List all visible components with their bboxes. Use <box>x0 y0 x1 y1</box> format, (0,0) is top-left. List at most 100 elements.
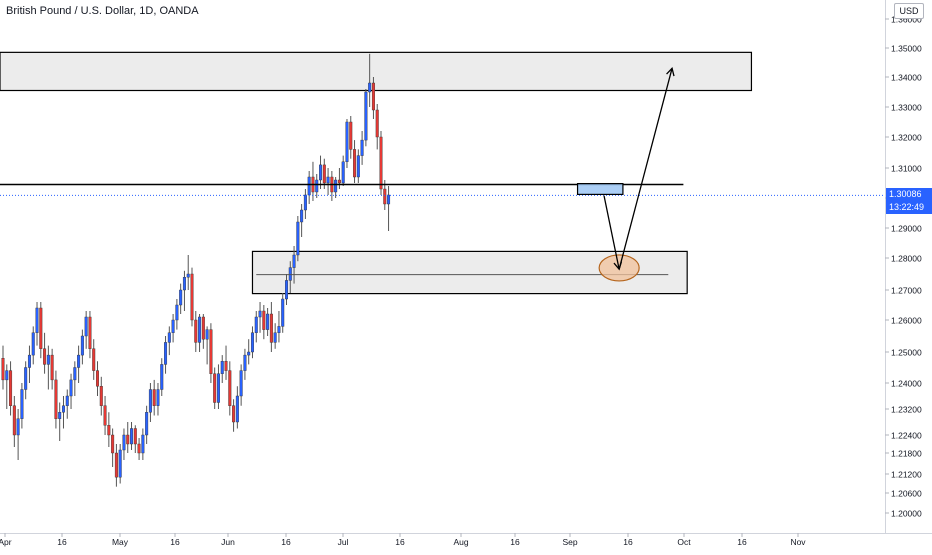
candle-body[interactable] <box>254 316 258 334</box>
candle-body[interactable] <box>103 405 107 426</box>
candle-body[interactable] <box>262 310 266 330</box>
candle-body[interactable] <box>126 434 130 445</box>
candle-body[interactable] <box>114 452 118 478</box>
candle-body[interactable] <box>220 361 224 374</box>
candle-body[interactable] <box>258 310 262 318</box>
candle-body[interactable] <box>111 434 115 454</box>
candle-body[interactable] <box>133 428 137 445</box>
candle-body[interactable] <box>307 176 311 196</box>
candle-body[interactable] <box>288 267 292 281</box>
candle-body[interactable] <box>160 364 164 390</box>
candle-body[interactable] <box>35 307 39 333</box>
candle-body[interactable] <box>232 405 236 423</box>
candle-body[interactable] <box>224 361 228 371</box>
candle-body[interactable] <box>1 358 5 381</box>
candle-body[interactable] <box>130 428 134 445</box>
candle-body[interactable] <box>266 313 270 330</box>
candle-body[interactable] <box>171 319 175 334</box>
candle-body[interactable] <box>58 412 62 419</box>
candle-body[interactable] <box>379 136 383 190</box>
candle-body[interactable] <box>198 316 202 343</box>
candle-body[interactable] <box>387 194 391 205</box>
candle-body[interactable] <box>99 386 103 406</box>
candle-body[interactable] <box>273 332 277 343</box>
candle-body[interactable] <box>213 373 217 403</box>
candle-body[interactable] <box>356 155 360 178</box>
candle-body[interactable] <box>167 332 171 343</box>
candle-body[interactable] <box>281 298 285 327</box>
candle-body[interactable] <box>319 164 323 181</box>
candle-body[interactable] <box>24 367 28 390</box>
candle-body[interactable] <box>300 209 304 223</box>
candle-body[interactable] <box>201 316 205 340</box>
candle-body[interactable] <box>364 91 368 141</box>
candle-body[interactable] <box>107 425 111 436</box>
candle-body[interactable] <box>209 329 213 374</box>
candle-body[interactable] <box>175 304 179 321</box>
candle-body[interactable] <box>345 121 349 162</box>
candle-body[interactable] <box>235 395 239 423</box>
candle-body[interactable] <box>360 139 364 156</box>
candle-body[interactable] <box>77 354 81 368</box>
candle-body[interactable] <box>368 82 372 93</box>
candle-body[interactable] <box>216 373 220 403</box>
candle-body[interactable] <box>20 389 24 419</box>
candle-body[interactable] <box>65 395 69 406</box>
candle-body[interactable] <box>247 351 251 356</box>
candle-body[interactable] <box>205 329 209 340</box>
candle-body[interactable] <box>277 326 281 333</box>
candle-body[interactable] <box>12 405 16 436</box>
candle-body[interactable] <box>243 354 247 371</box>
candle-body[interactable] <box>141 434 145 454</box>
candle-body[interactable] <box>190 273 194 321</box>
supply-demand-zone[interactable] <box>0 51 753 92</box>
candle-body[interactable] <box>54 379 58 419</box>
candle-body[interactable] <box>337 179 341 184</box>
candle-body[interactable] <box>383 188 387 205</box>
candle-body[interactable] <box>315 179 319 193</box>
candle-body[interactable] <box>303 194 307 211</box>
candle-body[interactable] <box>182 277 186 291</box>
candle-body[interactable] <box>46 354 50 365</box>
candle-body[interactable] <box>179 289 183 306</box>
candle-body[interactable] <box>228 370 232 406</box>
candle-body[interactable] <box>50 354 54 381</box>
candle-body[interactable] <box>73 367 77 381</box>
candle-body[interactable] <box>296 221 300 256</box>
candle-body[interactable] <box>371 82 375 111</box>
candle-body[interactable] <box>27 354 31 368</box>
candle-body[interactable] <box>164 342 168 365</box>
candle-body[interactable] <box>88 316 92 349</box>
candle-body[interactable] <box>137 443 141 454</box>
candle-body[interactable] <box>43 348 47 365</box>
candle-body[interactable] <box>16 418 20 436</box>
candle-body[interactable] <box>326 176 330 184</box>
candle-body[interactable] <box>322 164 326 184</box>
candle-body[interactable] <box>292 254 296 268</box>
candle-body[interactable] <box>145 412 149 436</box>
price-axis[interactable]: 1.36000 1.35000 1.34000 1.33000 1.32000 1.310… <box>885 15 922 519</box>
candle-body[interactable] <box>334 179 338 193</box>
candle-body[interactable] <box>95 370 99 387</box>
candle-body[interactable] <box>92 348 96 371</box>
currency-badge[interactable]: USD <box>894 3 924 19</box>
candle-body[interactable] <box>118 449 122 478</box>
candle-body[interactable] <box>5 370 9 381</box>
candle-body[interactable] <box>61 405 65 413</box>
candle-body[interactable] <box>239 370 243 397</box>
candle-body[interactable] <box>194 319 198 343</box>
highlight-box[interactable] <box>576 183 624 196</box>
candle-body[interactable] <box>152 389 156 406</box>
candle-body[interactable] <box>156 389 160 406</box>
candle-body[interactable] <box>122 434 126 451</box>
candle-body[interactable] <box>250 332 254 353</box>
candle-body[interactable] <box>341 161 345 184</box>
candle-body[interactable] <box>80 335 84 356</box>
candle-body[interactable] <box>375 109 379 138</box>
candle-body[interactable] <box>148 389 152 413</box>
candle-body[interactable] <box>9 370 13 406</box>
candle-body[interactable] <box>69 379 73 397</box>
candle-body[interactable] <box>285 280 289 300</box>
